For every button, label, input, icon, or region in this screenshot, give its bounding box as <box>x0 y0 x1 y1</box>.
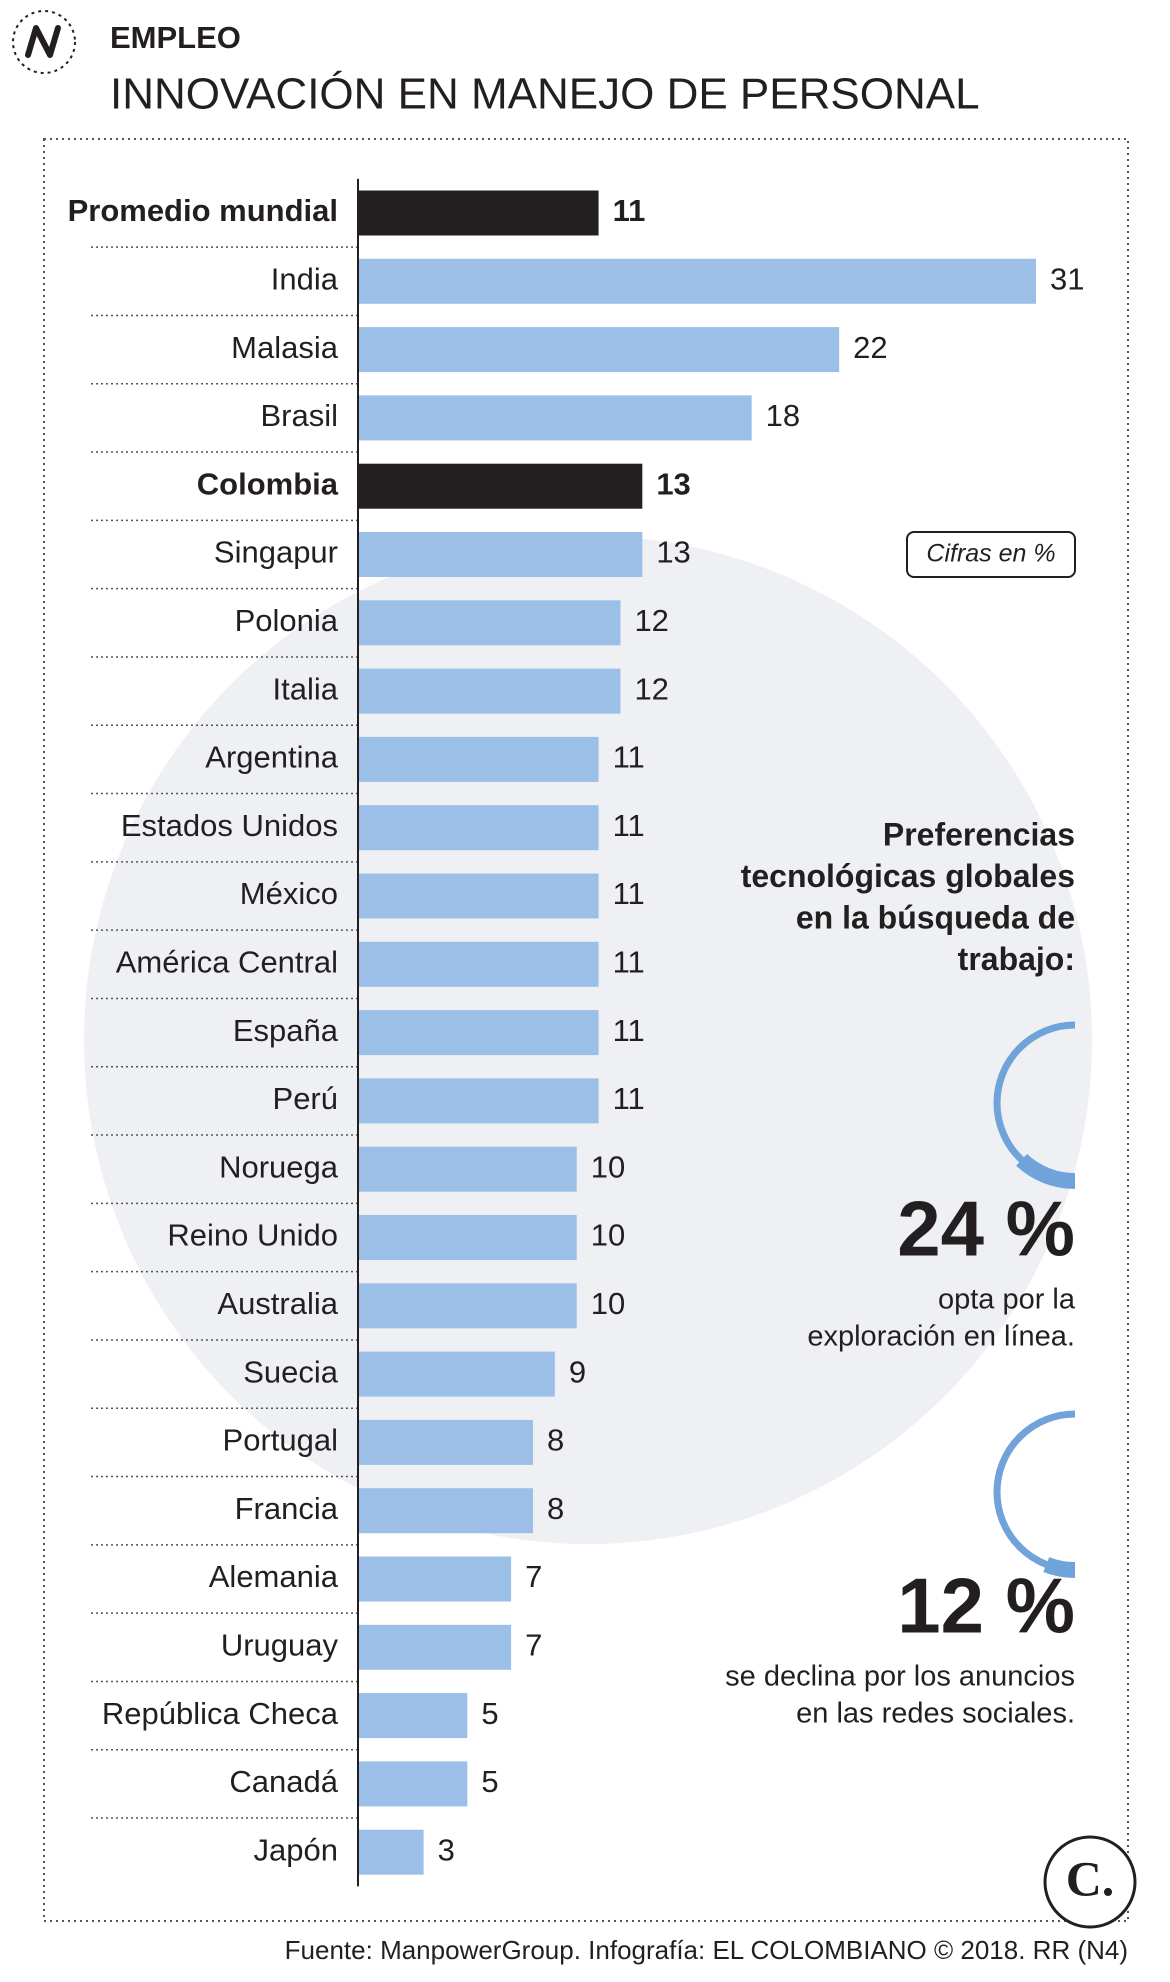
annotation: Cifras en % <box>926 540 1055 568</box>
value-label: 5 <box>481 1696 498 1731</box>
stat-text: opta por la <box>938 1284 1076 1316</box>
annotation-box <box>906 531 1076 578</box>
category-label: Francia <box>235 1491 339 1526</box>
value-label: 18 <box>766 398 800 433</box>
value-label: 13 <box>656 535 690 570</box>
panel-title: en la búsqueda de <box>796 899 1075 935</box>
stat-text: en las redes sociales. <box>796 1698 1075 1730</box>
bar <box>358 805 599 851</box>
gauge-value <box>1016 1153 1076 1189</box>
bar <box>358 463 643 509</box>
value-label: 11 <box>613 740 645 775</box>
value-label: 11 <box>613 944 645 979</box>
bar <box>358 1283 577 1329</box>
bar <box>358 1419 533 1465</box>
value-label: 31 <box>1050 261 1084 296</box>
frame <box>43 138 1129 1922</box>
panel-title: Preferencias <box>883 816 1075 852</box>
value-label: 13 <box>656 466 690 501</box>
chart-title: INNOVACIÓN EN MANEJO DE PERSONAL <box>110 70 980 119</box>
bar <box>358 1010 599 1056</box>
category-label: Portugal <box>223 1423 338 1458</box>
value-label: 12 <box>634 671 668 706</box>
gauge-value <box>1043 1556 1076 1578</box>
bar <box>358 1556 512 1602</box>
bar <box>358 1488 533 1534</box>
value-label: 8 <box>547 1491 564 1526</box>
stat-value: 12 % <box>897 1562 1075 1650</box>
bar <box>358 1829 424 1875</box>
panel-title: trabajo: <box>958 941 1075 977</box>
value-label: 12 <box>634 603 668 638</box>
section-label: EMPLEO <box>110 20 241 55</box>
logo-n <box>25 25 61 58</box>
value-label: 7 <box>525 1627 542 1662</box>
panel-title: tecnológicas globales <box>741 858 1075 894</box>
category-label: Alemania <box>209 1559 339 1594</box>
category-label: Reino Unido <box>167 1218 338 1253</box>
category-label: Suecia <box>243 1354 339 1389</box>
value-label: 10 <box>591 1286 625 1321</box>
bar <box>358 1624 512 1670</box>
category-label: Brasil <box>260 398 338 433</box>
bar <box>358 668 621 714</box>
source: Fuente: ManpowerGroup. Infografía: EL CO… <box>285 1935 1128 1965</box>
category-label: Argentina <box>205 740 338 775</box>
category-label: Polonia <box>235 603 339 638</box>
bar <box>358 1693 468 1739</box>
category-label: Noruega <box>219 1149 339 1184</box>
value-label: 11 <box>613 193 646 228</box>
bar <box>358 941 599 987</box>
stat-text: exploración en línea. <box>807 1321 1075 1353</box>
value-label: 11 <box>613 876 645 911</box>
category-label: Perú <box>273 1081 338 1116</box>
category-label: India <box>271 261 339 296</box>
category-label: Australia <box>217 1286 338 1321</box>
category-label: Uruguay <box>221 1627 339 1662</box>
bar <box>358 1078 599 1124</box>
category-label: Promedio mundial <box>68 193 338 228</box>
value-label: 11 <box>613 808 645 843</box>
value-label: 22 <box>853 330 887 365</box>
bar <box>358 395 752 441</box>
category-label: España <box>233 1013 339 1048</box>
stat-text: se declina por los anuncios <box>725 1661 1075 1693</box>
stat-value: 24 % <box>897 1185 1075 1273</box>
bar <box>358 1215 577 1260</box>
category-label: México <box>240 876 338 911</box>
category-label: Japón <box>254 1832 338 1867</box>
value-label: 11 <box>613 1081 645 1116</box>
bar <box>358 1761 468 1807</box>
bar <box>358 327 840 373</box>
value-label: 3 <box>438 1832 455 1867</box>
category-label: Colombia <box>197 466 339 501</box>
logo-c-ring <box>1043 1835 1137 1929</box>
category-label: República Checa <box>102 1696 339 1731</box>
value-label: 10 <box>591 1149 625 1184</box>
value-label: 5 <box>481 1764 498 1799</box>
bar <box>358 1146 577 1192</box>
value-label: 9 <box>569 1354 586 1389</box>
logo-c: C. <box>1066 1850 1115 1906</box>
value-label: 11 <box>613 1013 645 1048</box>
bar <box>358 190 599 236</box>
bar <box>358 532 643 577</box>
bar <box>358 600 621 646</box>
bar <box>358 1351 555 1397</box>
category-label: Italia <box>273 671 339 706</box>
value-label: 10 <box>591 1218 625 1253</box>
category-label: Estados Unidos <box>121 808 338 843</box>
category-label: Malasia <box>231 330 339 365</box>
category-label: Canadá <box>229 1764 338 1799</box>
value-label: 7 <box>525 1559 542 1594</box>
bar <box>358 873 599 919</box>
category-label: América Central <box>116 944 338 979</box>
bar <box>358 258 1036 304</box>
value-label: 8 <box>547 1423 564 1458</box>
gauge-track <box>993 1410 1076 1574</box>
category-label: Singapur <box>214 535 338 570</box>
bar <box>358 736 599 782</box>
